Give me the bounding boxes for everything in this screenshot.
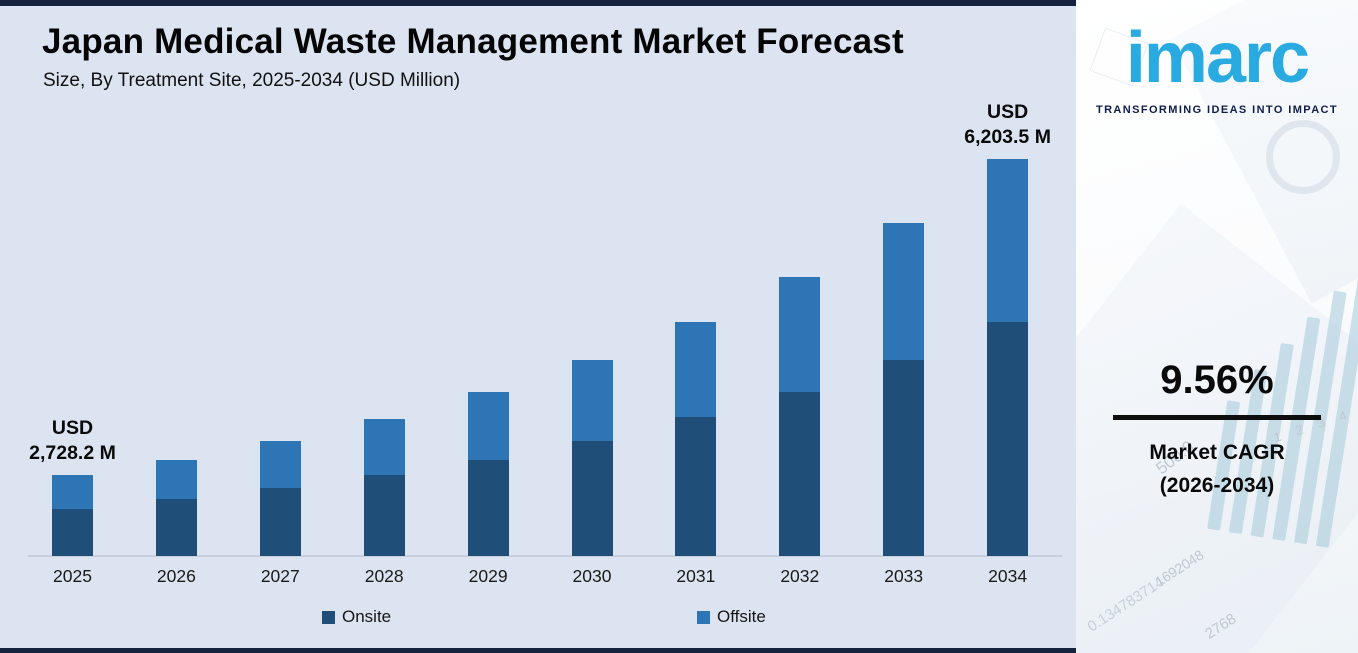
bar-2027-onsite-segment [259, 488, 301, 556]
bar-2034 [987, 159, 1029, 556]
bar-2033-offsite-segment [883, 223, 925, 360]
chart-panel: Japan Medical Waste Management Market Fo… [0, 0, 1076, 653]
cagr-label: Market CAGR [1149, 441, 1285, 464]
x-tick-2033: 2033 [884, 566, 924, 586]
x-tick-2030: 2030 [572, 566, 612, 586]
legend-item-offsite: Offsite [697, 607, 766, 627]
x-tick-2032: 2032 [780, 566, 820, 586]
bottom-border-strip [0, 648, 1076, 653]
top-border-strip [0, 0, 1076, 6]
bar-2029-offsite-segment [467, 392, 509, 460]
bar-2032-onsite-segment [779, 392, 821, 556]
magnifier-ring-icon [1266, 120, 1340, 194]
brand-panel: 500.0 1 2 3 4 1692048 0.134783714 2768 i… [1076, 0, 1358, 653]
x-tick-2028: 2028 [364, 566, 404, 586]
cagr-value: 9.56% [1160, 358, 1274, 402]
imarc-logo-tagline: TRANSFORMING IDEAS INTO IMPACT [1095, 104, 1339, 116]
bar-2033 [883, 223, 925, 556]
cagr-divider [1113, 415, 1321, 420]
bar-2031-onsite-segment [675, 417, 717, 556]
bar-2028-offsite-segment [363, 419, 405, 475]
bar-2028 [363, 419, 405, 556]
onsite-legend-swatch-icon [322, 610, 335, 624]
bar-2027 [259, 441, 301, 556]
bar-2030 [571, 360, 613, 556]
legend-item-onsite: Onsite [322, 607, 391, 627]
bar-2027-offsite-segment [259, 441, 301, 488]
imarc-logo: imarc TRANSFORMING IDEAS INTO IMPACT [1076, 10, 1358, 116]
bar-2028-onsite-segment [363, 475, 405, 556]
bar-2025-offsite-segment [52, 475, 93, 509]
bar-2025-onsite-segment [52, 509, 93, 556]
offsite-legend-swatch-icon [697, 610, 710, 624]
onsite-legend-label: Onsite [342, 607, 392, 626]
x-tick-2029: 2029 [468, 566, 508, 586]
bar-2031-offsite-segment [675, 322, 717, 417]
offsite-legend-label: Offsite [717, 607, 766, 626]
bar-2032-offsite-segment [779, 277, 821, 392]
x-axis-line [28, 555, 1062, 557]
bar-2025 [52, 475, 93, 556]
chart-title: Japan Medical Waste Management Market Fo… [42, 22, 904, 61]
bar-2029 [467, 392, 509, 556]
bar-2026 [155, 460, 197, 556]
cagr-block: 9.56% Market CAGR (2026-2034) [1076, 358, 1358, 502]
chart-subtitle: Size, By Treatment Site, 2025-2034 (USD … [43, 70, 461, 91]
bar-2026-onsite-segment [155, 499, 197, 556]
x-tick-2025: 2025 [53, 566, 92, 586]
bar-chart: 2025 2026 2027 2028 2029 2030 2031 2032 2033 2034… [28, 101, 1062, 586]
x-tick-2026: 2026 [156, 566, 196, 586]
cagr-years: (2026-2034) [1159, 474, 1275, 497]
bar-2030-onsite-segment [571, 441, 613, 556]
bar-2034-onsite-segment [987, 322, 1029, 556]
bar-2031 [675, 322, 717, 556]
value-label-2025: USD 2,728.2 M [29, 417, 116, 464]
bar-2033-onsite-segment [883, 360, 925, 556]
imarc-logo-wordmark: imarc [1125, 18, 1310, 98]
bar-2026-offsite-segment [155, 460, 197, 499]
x-tick-2031: 2031 [676, 566, 716, 586]
bar-2030-offsite-segment [571, 360, 613, 441]
x-tick-2027: 2027 [260, 566, 300, 586]
bar-2034-offsite-segment [987, 159, 1029, 322]
bar-2029-onsite-segment [467, 460, 509, 556]
x-tick-2034: 2034 [988, 566, 1028, 586]
value-label-2034: USD 6,203.5 M [964, 101, 1051, 148]
bar-2032 [779, 277, 821, 556]
